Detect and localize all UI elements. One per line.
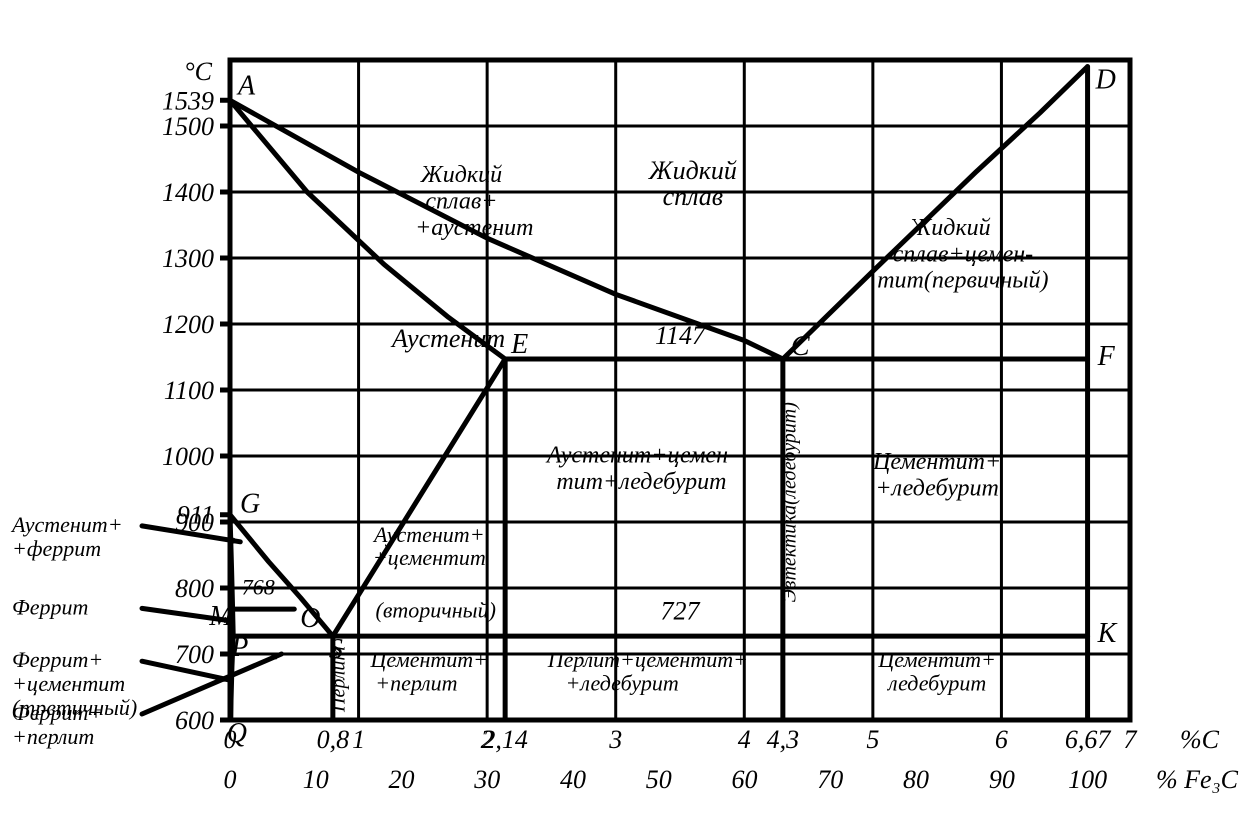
callout-text: +феррит [12,536,101,561]
y-tick-label: 700 [175,640,214,669]
x-tick-fe3c: 100 [1068,765,1107,794]
x-axis-label-fe3c: % Fe₃C [1156,765,1239,794]
x-tick-fe3c: 40 [560,765,586,794]
y-tick-label: 1100 [164,376,214,405]
x-tick-fe3c: 50 [646,765,672,794]
x-tick-c: 2,14 [482,725,528,754]
callout-text: Феррит+ [12,700,103,725]
y-tick-label: 1300 [162,244,214,273]
x-tick-c: 7 [1124,725,1138,754]
y-tick-label: 600 [175,706,214,735]
x-tick-c: 1 [352,725,365,754]
region-label: Жидкий [908,215,990,241]
x-tick-fe3c: 60 [732,765,758,794]
region-label: 727 [661,597,701,626]
region-label: Цементит+ [370,647,488,672]
x-tick-fe3c: 90 [989,765,1015,794]
point-label-G: G [240,489,260,520]
callout-text: Феррит [12,594,88,619]
point-label-Q: Q [227,718,247,749]
y-tick-label: 911 [177,501,214,530]
point-label-P: P [230,632,248,663]
region-label: тит+ледебурит [556,469,726,495]
y-tick-label: 1539 [162,86,214,115]
region-label: ледебурит [886,670,986,695]
x-tick-c: 6,67 [1065,725,1112,754]
region-label: Аустенит+цемен- [545,443,736,469]
point-label-O: O [300,603,320,634]
x-tick-c: 6 [995,725,1008,754]
x-tick-c: 3 [608,725,622,754]
x-tick-fe3c: 0 [224,765,237,794]
x-tick-c: 4 [738,725,751,754]
callout-text: Аустенит+ [10,512,123,537]
region-label: Жидкий [420,162,502,188]
x-tick-fe3c: 10 [303,765,329,794]
point-label-A: A [236,70,256,101]
point-label-C: C [791,331,810,362]
region-label: сплав+ [425,189,497,215]
region-label: Аустенит [390,324,505,353]
region-label: 768 [242,575,275,600]
x-axis-label-c: %C [1180,725,1220,754]
region-label: тит(первичный) [877,268,1048,294]
region-label: сплав [663,182,723,211]
x-tick-fe3c: 70 [817,765,843,794]
region-label: 1147 [655,321,706,350]
y-tick-label: 800 [175,574,214,603]
region-label: Аустенит+ [372,522,485,547]
region-label: сплав+цемен- [893,241,1034,267]
region-label: +ледебурит [566,670,679,695]
x-tick-fe3c: 30 [473,765,500,794]
y-tick-label: 1200 [162,310,214,339]
x-tick-fe3c: 20 [389,765,415,794]
region-label: +аустенит [415,215,533,241]
point-label-F: F [1097,341,1116,372]
x-tick-c: 4,3 [767,725,800,754]
point-label-K: K [1097,618,1118,649]
x-tick-fe3c: 80 [903,765,929,794]
region-label: Цементит+ [872,449,1001,475]
region-label: Перлит+цементит+ [547,647,748,672]
region-label: Цементит+ [877,647,995,672]
x-tick-c: 5 [866,725,879,754]
rotated-label: Эвтектика(ледебурит) [779,402,801,603]
x-tick-c: 0,8 [317,725,350,754]
region-label: Жидкий [648,156,737,185]
callout-text: Феррит+ [12,647,103,672]
region-label: +ледебурит [875,476,999,502]
rotated-label: Перлит [327,646,349,713]
y-tick-label: 1000 [162,442,214,471]
y-axis-unit: °C [184,57,212,86]
callout-text: +перлит [12,724,94,749]
y-tick-label: 1500 [162,112,214,141]
region-label: (вторичный) [376,598,496,623]
region-label: +перлит [375,670,457,695]
point-label-D: D [1095,65,1116,96]
y-tick-label: 1400 [162,178,214,207]
callout-text: +цементит [12,671,125,696]
region-label: +цементит [373,545,486,570]
point-label-E: E [510,329,528,360]
